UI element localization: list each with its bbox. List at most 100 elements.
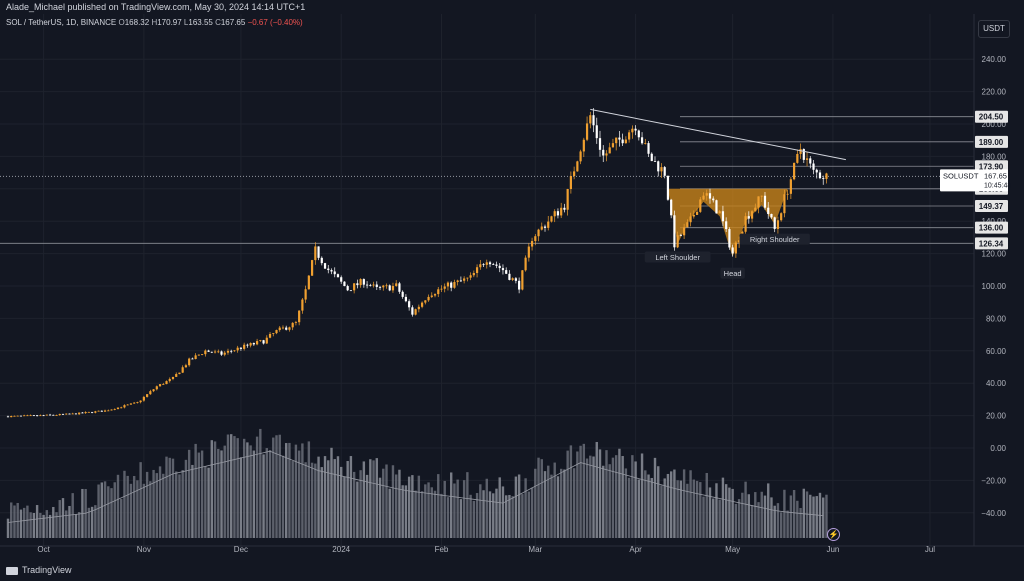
volume-bar — [792, 490, 796, 538]
candle-body — [349, 290, 353, 292]
candle-body — [165, 381, 168, 385]
candle-body — [543, 226, 547, 228]
volume-bar — [378, 477, 382, 538]
candle-body — [763, 195, 767, 208]
volume-bar — [796, 500, 799, 538]
flash-icon[interactable]: ⚡ — [827, 528, 840, 541]
volume-bar — [262, 454, 265, 538]
volume-bar — [420, 491, 424, 538]
volume-bar — [48, 514, 52, 538]
volume-bar — [285, 443, 288, 538]
volume-bar — [566, 450, 569, 538]
candles — [6, 108, 828, 418]
candle-body — [184, 365, 188, 368]
candle-body — [472, 272, 475, 276]
volume-bar — [540, 459, 543, 538]
symbol-name[interactable]: SOL / TetherUS, 1D, BINANCE — [6, 18, 117, 27]
candle-body — [84, 412, 87, 414]
candle-body — [126, 404, 129, 406]
volume-bar — [611, 457, 615, 538]
price-tick-label: 80.00 — [986, 314, 1007, 323]
candle-body — [268, 333, 272, 338]
volume-bar — [757, 502, 760, 538]
candle-body — [353, 283, 356, 291]
volume-bar — [236, 438, 239, 538]
level-tag-label: 189.00 — [979, 138, 1004, 147]
volume-bar — [317, 456, 320, 538]
candle-body — [314, 246, 317, 261]
volume-bar — [307, 441, 311, 538]
candle-body — [598, 138, 602, 150]
volume-bar — [327, 460, 330, 538]
volume-bar — [249, 445, 252, 538]
candle-body — [550, 216, 553, 222]
candle-body — [178, 372, 181, 375]
volume-bar — [391, 465, 395, 538]
candle-body — [708, 193, 712, 199]
candle-body — [188, 358, 191, 366]
candle-body — [650, 153, 653, 162]
candle-body — [750, 211, 754, 219]
candle-body — [411, 307, 414, 315]
candle-body — [294, 322, 298, 323]
volume-bar — [585, 458, 589, 538]
ohlc-legend[interactable]: SOL / TetherUS, 1D, BINANCE O168.32 H170… — [6, 18, 303, 27]
candle-body — [310, 260, 314, 276]
volume-bar — [446, 497, 450, 538]
volume-bar — [456, 479, 459, 538]
candle-body — [521, 270, 524, 290]
candle-body — [16, 415, 19, 417]
volume-bar — [411, 475, 414, 538]
candle-body — [91, 411, 94, 413]
close-value: 167.65 — [220, 18, 246, 27]
candle-body — [463, 278, 466, 281]
currency-button[interactable]: USDT — [978, 20, 1010, 38]
tradingview-logo[interactable]: TradingView — [6, 565, 72, 575]
candle-body — [695, 211, 699, 215]
volume-bar — [669, 471, 673, 538]
volume-bar — [721, 477, 725, 538]
candle-body — [249, 343, 252, 346]
volume-bar — [107, 486, 110, 538]
volume-bar — [589, 455, 592, 538]
candle-body — [395, 283, 398, 286]
tradingview-logo-icon — [6, 566, 18, 575]
volume-bar — [365, 474, 369, 538]
volume-bar — [268, 450, 272, 538]
volume-bar — [126, 475, 129, 538]
volume-bar — [288, 442, 291, 538]
trendline[interactable] — [590, 108, 846, 161]
candle-body — [618, 137, 621, 140]
volume-bar — [65, 510, 68, 538]
volume-bar — [395, 474, 398, 538]
volume-bar — [352, 471, 356, 538]
candle-body — [776, 220, 780, 229]
candle-body — [281, 327, 285, 329]
volume-bar — [87, 507, 91, 538]
volume-bar — [614, 455, 618, 538]
candle-body — [369, 285, 372, 286]
volume-bar — [132, 476, 136, 538]
candle-body — [246, 344, 249, 346]
candle-body — [55, 415, 58, 416]
candle-body — [142, 396, 145, 401]
volume-bar — [763, 495, 767, 538]
volume-bar — [582, 443, 586, 538]
candle-body — [107, 410, 110, 412]
candle-body — [589, 115, 592, 124]
volume-bar — [479, 484, 482, 538]
candle-body — [158, 384, 162, 387]
volume-bar — [94, 505, 97, 538]
volume-bar — [705, 473, 708, 538]
candle-body — [100, 410, 103, 412]
open-value: 168.32 — [124, 18, 150, 27]
level-tag-label: 204.50 — [979, 113, 1004, 122]
volume-bar — [598, 449, 602, 538]
time-axis[interactable]: Oct Nov Dec 2024 Feb Mar Apr May Jun Jul — [0, 545, 1024, 554]
volume-bar — [116, 474, 120, 538]
candle-body — [585, 123, 589, 140]
volume-bar — [197, 452, 201, 538]
horizontal-levels — [0, 116, 974, 244]
candle-body — [388, 285, 391, 291]
